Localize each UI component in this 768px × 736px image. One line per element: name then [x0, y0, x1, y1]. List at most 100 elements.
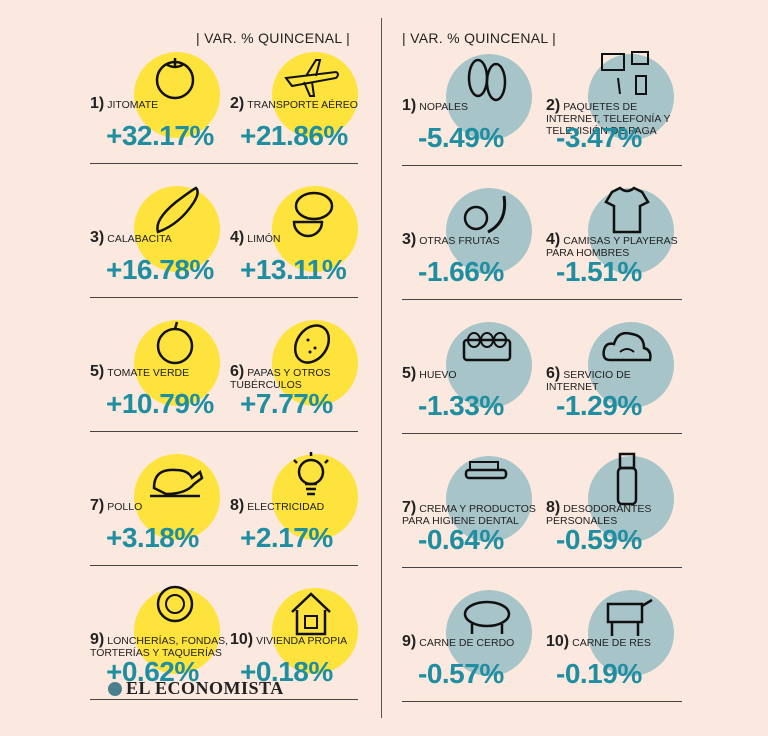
item-value: -3.47% — [556, 122, 642, 153]
highlight-circle — [134, 588, 220, 674]
logo-text: EL ECONOMISTA — [126, 678, 284, 698]
highlight-circle — [272, 454, 358, 540]
zucchini-icon — [156, 186, 199, 234]
item-rank: 7) — [402, 499, 417, 516]
list-item: 1) JITOMATE +32.17% — [90, 42, 230, 164]
table-row: 1) JITOMATE +32.17% 2) TRANSPORTE AÉREO +21.8… — [90, 42, 358, 164]
item-name: TRANSPORTE AÉREO — [247, 99, 358, 111]
table-row: 7) POLLO +3.18% 8) ELECTRICIDAD +2.17% — [90, 444, 358, 566]
list-item: 5) TOMATE VERDE +10.79% — [90, 310, 230, 432]
item-name: CARNE DE RES — [572, 637, 651, 649]
list-item: 10) VIVIENDA PROPIA +0.18% — [230, 578, 370, 700]
item-name: CARNE DE CERDO — [419, 637, 515, 649]
deodorant-icon — [616, 452, 638, 506]
list-item: 3) CALABACITA +16.78% — [90, 176, 230, 298]
item-label: 8) ELECTRICIDAD — [230, 498, 324, 514]
wifi-cloud-icon — [602, 331, 652, 362]
eggs-icon — [462, 332, 512, 362]
list-item: 6) PAPAS Y OTROS TUBÉRCULOS +7.77% — [230, 310, 370, 432]
fruits-icon — [463, 195, 507, 234]
item-rank: 1) — [90, 95, 105, 112]
table-row: 9) LONCHERÍAS, FONDAS, TORTERÍAS Y TAQUER… — [90, 578, 358, 700]
highlight-circle — [272, 52, 358, 138]
center-divider — [381, 18, 382, 718]
item-name: SERVICIO DE INTERNET — [546, 369, 631, 393]
item-value: +16.78% — [106, 254, 214, 285]
item-rank: 5) — [90, 363, 105, 380]
list-item: 8) ELECTRICIDAD +2.17% — [230, 444, 370, 566]
green-tomato-icon — [156, 321, 194, 365]
item-label: 9) CARNE DE CERDO — [402, 634, 515, 650]
list-item: 7) POLLO +3.18% — [90, 444, 230, 566]
item-value: -1.29% — [556, 390, 642, 421]
item-rank: 5) — [402, 365, 417, 382]
highlight-circle — [446, 590, 532, 676]
chicken-icon — [150, 468, 204, 498]
item-name: CAMISAS Y PLAYERAS PARA HOMBRES — [546, 235, 678, 259]
item-label: 6) PAPAS Y OTROS TUBÉRCULOS — [230, 364, 370, 392]
item-name: POLLO — [107, 501, 143, 513]
item-name: PAPAS Y OTROS TUBÉRCULOS — [230, 367, 331, 391]
item-rank: 8) — [546, 499, 561, 516]
item-name: NOPALES — [419, 101, 469, 113]
item-label: 1) JITOMATE — [90, 95, 159, 112]
item-name: CREMA Y PRODUCTOS PARA HIGIENE DENTAL — [402, 503, 536, 527]
item-name: JITOMATE — [107, 99, 159, 111]
item-value: +7.77% — [240, 388, 333, 419]
highlight-circle — [272, 588, 358, 674]
table-row: 7) CREMA Y PRODUCTOS PARA HIGIENE DENTAL -… — [402, 446, 682, 568]
toothbrush-icon — [464, 461, 508, 480]
row-divider — [402, 701, 682, 702]
right-header: | VAR. % QUINCENAL | — [402, 30, 557, 46]
row-divider — [90, 297, 358, 298]
item-value: +32.17% — [106, 120, 214, 151]
row-divider — [402, 165, 682, 166]
item-value: +3.18% — [106, 522, 199, 553]
list-item: 10) CARNE DE RES -0.19% — [546, 580, 686, 702]
list-item: 7) CREMA Y PRODUCTOS PARA HIGIENE DENTAL -… — [402, 446, 542, 568]
item-name: OTRAS FRUTAS — [419, 235, 500, 247]
table-row: 5) TOMATE VERDE +10.79% 6) PAPAS Y OTROS TUB… — [90, 310, 358, 432]
cactus-icon — [467, 58, 507, 102]
item-label: 4) LIMÓN — [230, 229, 281, 246]
row-divider — [402, 567, 682, 568]
potato-icon — [293, 324, 331, 364]
list-item: 4) LIMÓN +13.11% — [230, 176, 370, 298]
highlight-circle — [588, 456, 674, 542]
item-label: 1) NOPALES — [402, 98, 469, 114]
item-label: 9) LONCHERÍAS, FONDAS, TORTERÍAS Y TAQUER… — [90, 631, 230, 660]
item-name: LIMÓN — [247, 233, 281, 245]
item-name: HUEVO — [419, 369, 457, 381]
table-row: 3) CALABACITA +16.78% 4) LIMÓN +13.11% — [90, 176, 358, 298]
highlight-circle — [272, 320, 358, 406]
item-value: +0.18% — [240, 656, 333, 687]
item-label: 7) POLLO — [90, 498, 143, 514]
row-divider — [402, 299, 682, 300]
item-label: 8) DESODORANTES PERSONALES — [546, 499, 686, 528]
row-divider — [90, 163, 358, 164]
list-item: 9) LONCHERÍAS, FONDAS, TORTERÍAS Y TAQUER… — [90, 578, 230, 700]
item-name: CALABACITA — [107, 233, 172, 245]
lightbulb-icon — [293, 452, 329, 496]
item-rank: 2) — [546, 97, 561, 114]
item-rank: 4) — [230, 229, 245, 246]
list-item: 8) DESODORANTES PERSONALES -0.59% — [546, 446, 686, 568]
row-divider — [90, 699, 358, 700]
item-value: -0.59% — [556, 524, 642, 555]
house-icon — [291, 592, 331, 636]
decreases-column: | VAR. % QUINCENAL | 1) NOPALES -5.49% 2) PA… — [402, 0, 682, 736]
airplane-icon — [284, 59, 339, 97]
item-label: 5) HUEVO — [402, 365, 457, 382]
item-label: 4) CAMISAS Y PLAYERAS PARA HOMBRES — [546, 232, 686, 260]
logo: EL ECONOMISTA — [108, 678, 284, 699]
item-name: VIVIENDA PROPIA — [256, 635, 348, 647]
item-value: -0.64% — [418, 524, 504, 555]
list-item: 4) CAMISAS Y PLAYERAS PARA HOMBRES -1.51% — [546, 178, 686, 300]
item-value: -1.66% — [418, 256, 504, 287]
left-header: | VAR. % QUINCENAL | — [196, 30, 351, 46]
item-rank: 9) — [90, 631, 105, 648]
list-item: 5) HUEVO -1.33% — [402, 312, 542, 434]
item-value: -5.49% — [418, 122, 504, 153]
plate-icon — [156, 585, 194, 623]
item-name: TOMATE VERDE — [107, 367, 190, 379]
